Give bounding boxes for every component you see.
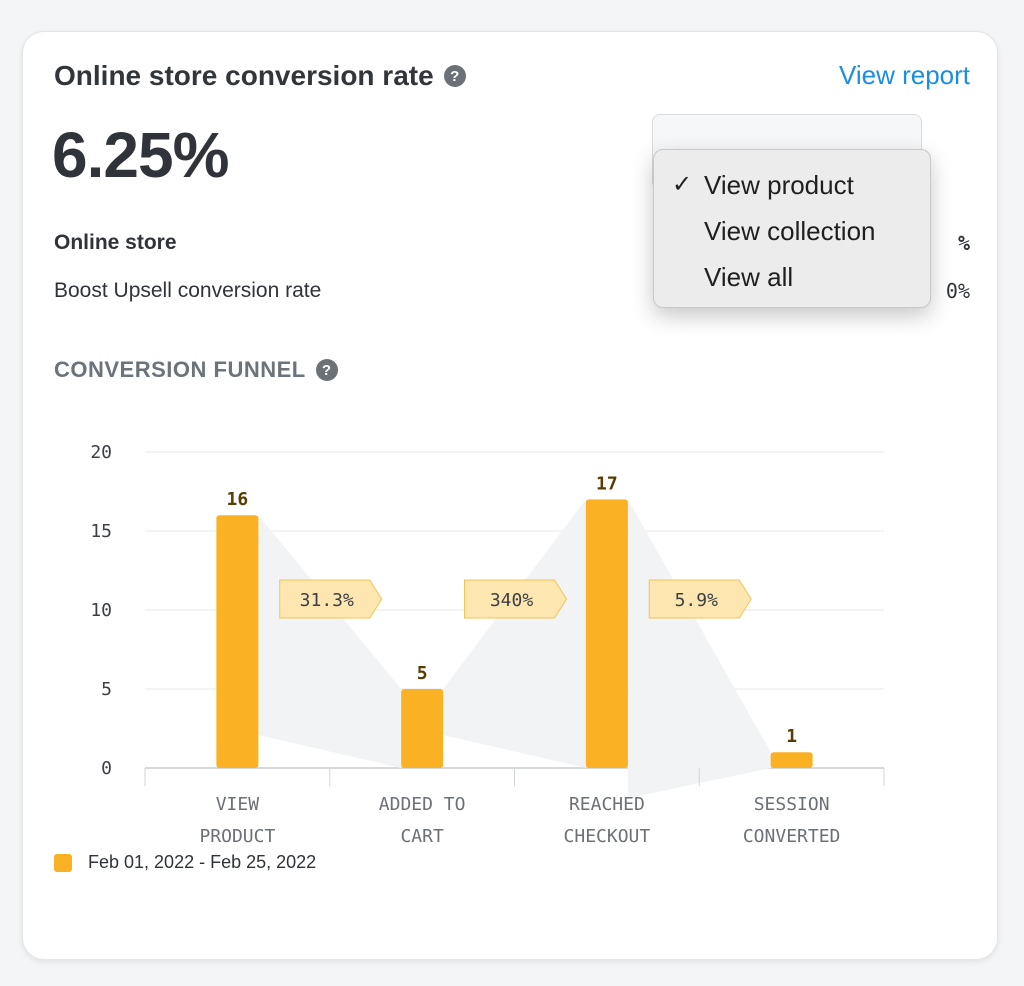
stat-label: Online store — [54, 231, 177, 254]
y-tick-label: 10 — [90, 600, 112, 621]
x-category-label: CART — [400, 826, 444, 847]
option-label: View product — [704, 170, 854, 200]
x-category-label: PRODUCT — [199, 826, 275, 847]
funnel-heading-text: CONVERSION FUNNEL — [54, 357, 306, 382]
step-rate-badge — [464, 579, 568, 619]
option-label: View all — [704, 262, 794, 292]
x-category-label: CONVERTED — [743, 826, 841, 847]
card-title: Online store conversion rate ? — [54, 60, 466, 92]
step-rate-label: 340% — [490, 590, 534, 611]
bar — [585, 499, 628, 768]
dropdown-option-view-collection[interactable]: View collection — [654, 213, 930, 259]
bar-value-label: 5 — [417, 663, 428, 684]
funnel-shading — [627, 499, 771, 799]
step-rate-badge — [279, 579, 383, 619]
view-report-link[interactable]: View report — [838, 60, 970, 90]
x-category-label: SESSION — [754, 794, 830, 815]
y-tick-label: 5 — [101, 679, 112, 700]
dropdown-option-view-all[interactable]: View all — [654, 259, 930, 305]
stat-value: 0% — [945, 279, 970, 303]
legend-label: Feb 01, 2022 - Feb 25, 2022 — [88, 852, 317, 872]
bar — [401, 689, 444, 768]
stat-label: Boost Upsell conversion rate — [54, 279, 322, 302]
stat-value: % — [957, 231, 970, 255]
question-circle-icon[interactable]: ? — [443, 65, 466, 87]
y-tick-label: 15 — [90, 521, 112, 542]
bar — [216, 515, 259, 768]
step-rate-label: 31.3% — [300, 590, 354, 611]
x-category-label: REACHED — [569, 794, 645, 815]
funnel-shading — [443, 499, 586, 768]
conversion-rate-value: 6.25% — [52, 119, 229, 191]
step-rate-label: 5.9% — [675, 590, 719, 611]
bar-value-label: 1 — [786, 726, 797, 747]
legend-swatch — [54, 853, 72, 872]
chart-legend: Feb 01, 2022 - Feb 25, 2022 — [54, 852, 316, 873]
checkmark-icon: ✓ — [672, 171, 693, 198]
y-tick-label: 20 — [90, 442, 112, 463]
y-tick-label: 0 — [101, 758, 112, 779]
bar — [770, 752, 813, 768]
x-category-label: VIEW — [216, 794, 260, 815]
funnel-shading — [258, 515, 402, 768]
card-title-text: Online store conversion rate — [54, 60, 434, 91]
conversion-funnel-heading: CONVERSION FUNNEL ? — [54, 357, 338, 383]
bar-value-label: 16 — [227, 489, 249, 510]
page-type-dropdown-menu: ✓ View product View collection View all — [653, 149, 931, 308]
step-rate-badge — [648, 579, 752, 619]
option-label: View collection — [704, 216, 876, 246]
x-category-label: ADDED TO — [379, 794, 466, 815]
question-circle-icon[interactable]: ? — [315, 359, 338, 381]
x-category-label: CHECKOUT — [564, 826, 651, 847]
dropdown-option-view-product[interactable]: ✓ View product — [654, 167, 930, 213]
bar-value-label: 17 — [596, 473, 618, 494]
